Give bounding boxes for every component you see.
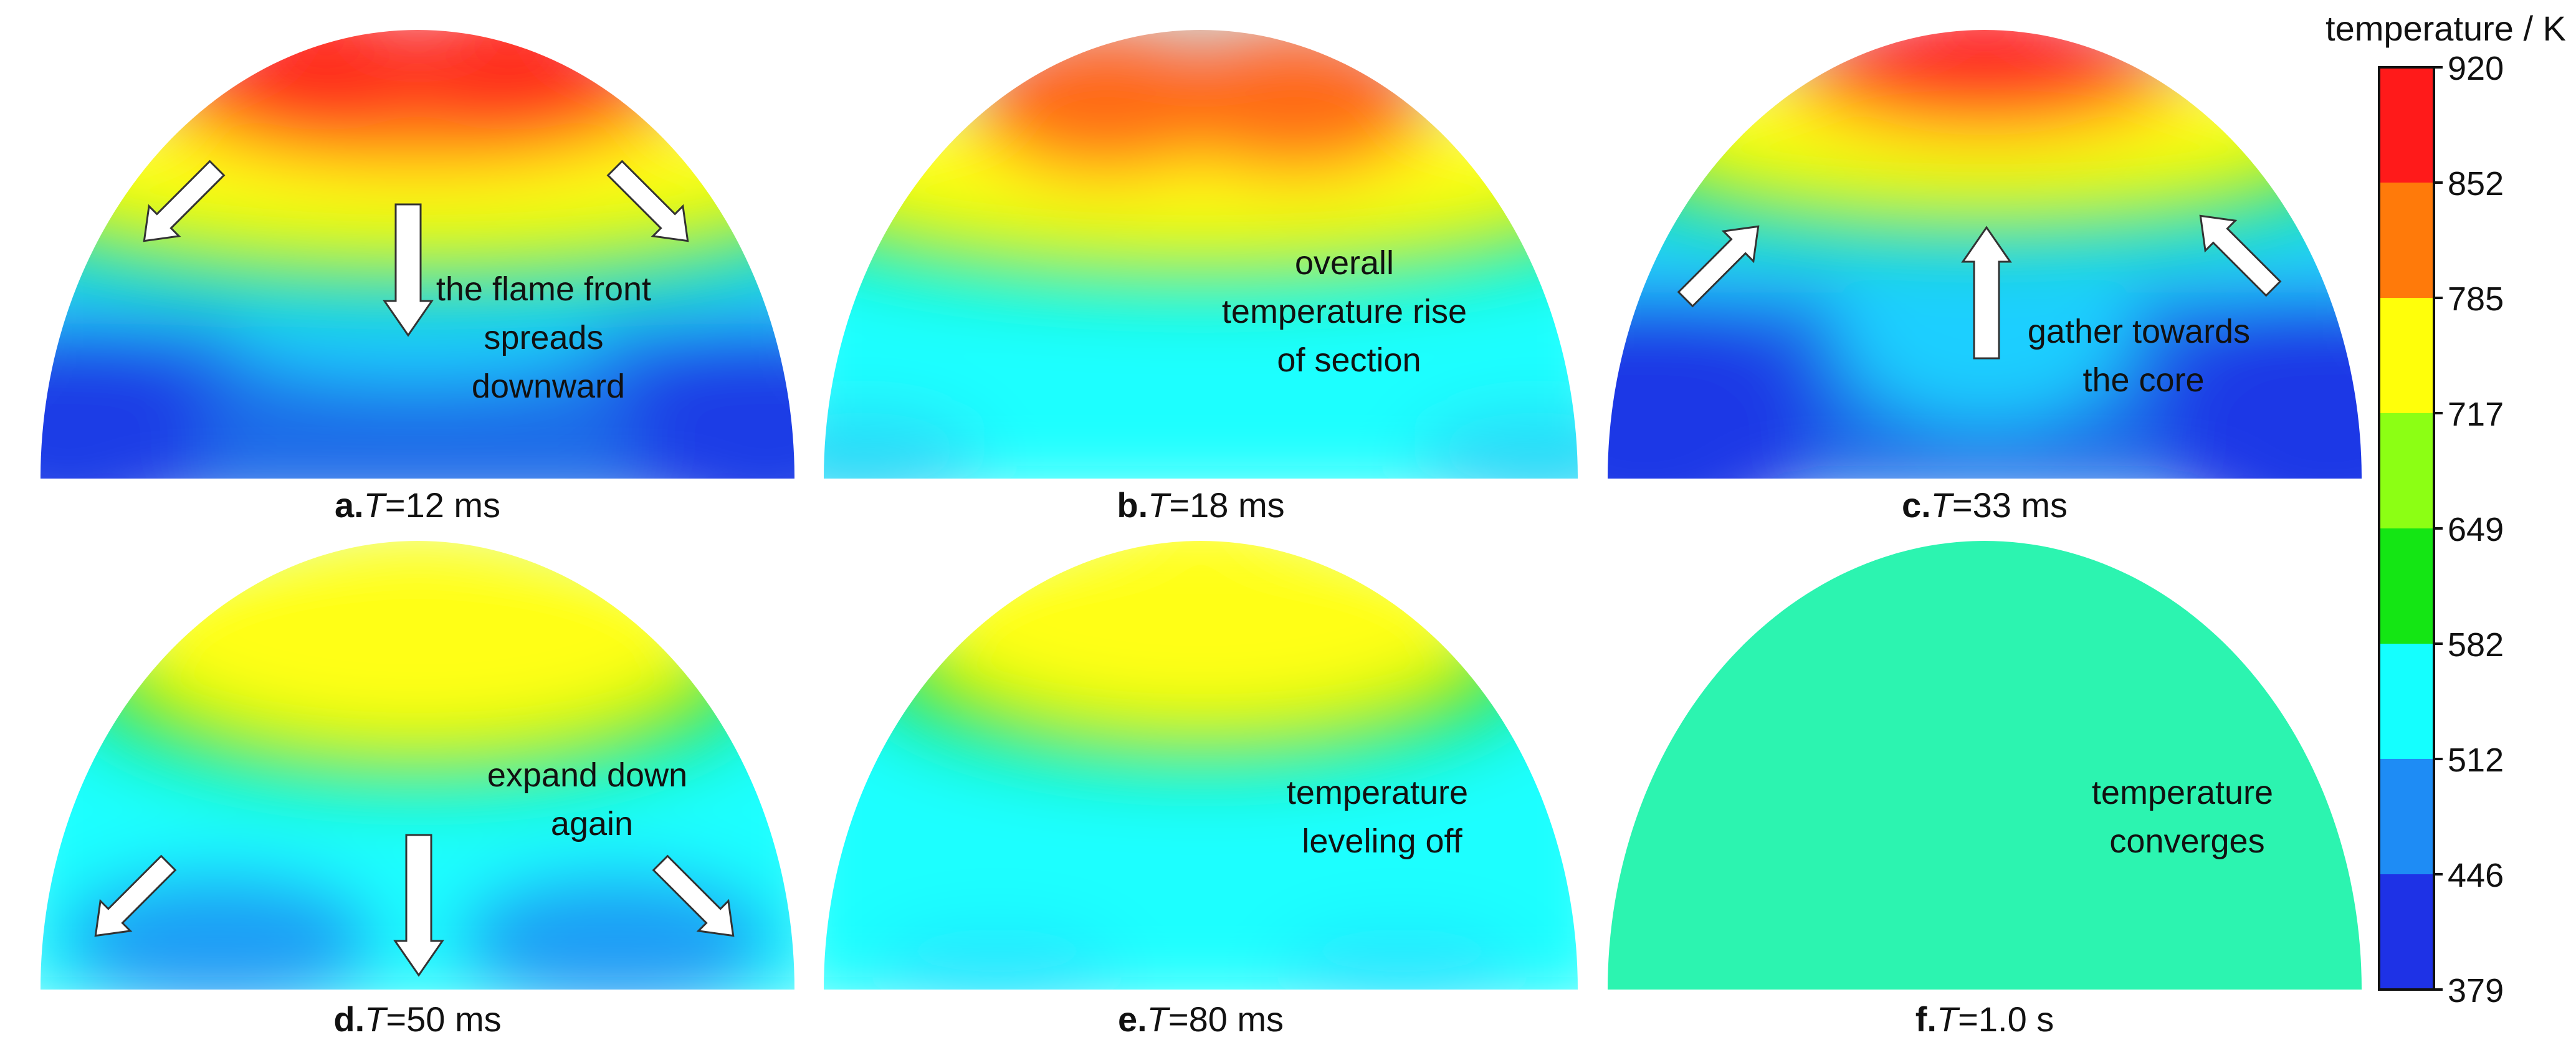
panel-b-annotation: overall temperature rise of section (1222, 244, 1476, 379)
panel-d-arrows (94, 834, 735, 977)
annotation-line: temperature (2092, 774, 2273, 811)
panel-letter: d. (333, 1000, 365, 1039)
arrow-icon (383, 203, 434, 337)
panel-time: =12 ms (385, 485, 500, 525)
panel-c-annotation: gather towards the core (2028, 313, 2259, 399)
annotation-line: temperature (1287, 774, 1468, 811)
arrow-icon (1961, 226, 2012, 360)
annotation-line: expand down (487, 756, 687, 794)
annotation-line: again (551, 805, 633, 842)
colorbar-tick-label: 582 (2448, 626, 2504, 664)
arrow-icon (393, 834, 444, 977)
panel-time: =50 ms (386, 1000, 501, 1039)
annotation-line: of section (1277, 341, 1421, 379)
panel-e-annotation: temperature leveling off (1287, 774, 1477, 860)
colorbar-band (2379, 67, 2434, 183)
panel-b-caption: b.T=18 ms (1117, 485, 1284, 525)
colorbar-bands (2379, 67, 2434, 990)
panel-variable: T (365, 1000, 388, 1039)
panel-a-contour (41, 30, 794, 479)
annotation-line: downward (472, 368, 625, 405)
annotation-line: gather towards (2028, 313, 2250, 350)
annotation-line: overall (1295, 244, 1394, 282)
panel-time: =33 ms (1952, 485, 2068, 525)
panel-d-caption: d.T=50 ms (333, 1000, 501, 1039)
panel-time: =1.0 s (1958, 1000, 2054, 1039)
colorbar: temperature / K 920 852 785 717 649 582 512 446… (2326, 9, 2566, 1009)
panel-letter: c. (1902, 485, 1931, 525)
panel-d-annotation: expand down again (487, 756, 697, 842)
arrow-icon (94, 854, 177, 937)
colorbar-tick-label: 379 (2448, 972, 2504, 1009)
annotation-line: leveling off (1302, 823, 1462, 860)
panel-f-annotation: temperature converges (2092, 774, 2283, 860)
panel-time: =80 ms (1168, 1000, 1284, 1039)
arrow-icon (2199, 214, 2282, 297)
colorbar-band (2379, 413, 2434, 529)
panel-c-caption: c.T=33 ms (1902, 485, 2068, 525)
panel-f-contour (1608, 541, 2362, 990)
panel-a-caption: a.T=12 ms (335, 485, 500, 525)
panel-c-arrows (1677, 214, 2282, 360)
panel-e-contour (824, 541, 1578, 990)
colorbar-tick-label: 852 (2448, 165, 2504, 203)
panel-f-caption: f.T=1.0 s (1915, 1000, 2054, 1039)
panel-a-arrows (143, 160, 689, 337)
panel-variable: T (1931, 485, 1955, 525)
colorbar-tick-label: 446 (2448, 857, 2504, 894)
panel-letter: e. (1118, 1000, 1147, 1039)
annotation-line: spreads (484, 319, 603, 356)
colorbar-band (2379, 644, 2434, 760)
colorbar-ticks: 920 852 785 717 649 582 512 446 379 (2434, 50, 2504, 1009)
colorbar-tick-label: 649 (2448, 511, 2504, 548)
colorbar-band (2379, 759, 2434, 875)
colorbar-band (2379, 528, 2434, 644)
annotation-line: temperature rise (1222, 293, 1467, 330)
panel-letter: f. (1915, 1000, 1937, 1039)
annotation-line: the flame front (436, 270, 651, 308)
arrow-icon (652, 854, 735, 937)
panel-b-contour (824, 30, 1578, 479)
colorbar-title: temperature / K (2326, 9, 2566, 48)
panel-variable: T (1937, 1000, 1960, 1039)
colorbar-tick-label: 717 (2448, 396, 2504, 433)
colorbar-tick-label: 512 (2448, 742, 2504, 779)
arrow-icon (143, 160, 226, 242)
annotation-line: the core (2082, 361, 2204, 399)
colorbar-band (2379, 183, 2434, 298)
arrow-icon (606, 160, 689, 242)
colorbar-tick-label: 785 (2448, 280, 2504, 318)
panel-a-annotation: the flame front spreads downward (436, 270, 661, 405)
panel-variable: T (1148, 485, 1171, 525)
panel-letter: a. (335, 485, 364, 525)
colorbar-band (2379, 874, 2434, 990)
annotation-line: converges (2109, 823, 2264, 860)
panel-e-caption: e.T=80 ms (1118, 1000, 1284, 1039)
colorbar-band (2379, 298, 2434, 414)
colorbar-tick-label: 920 (2448, 50, 2504, 87)
panel-variable: T (364, 485, 388, 525)
arrow-icon (1677, 225, 1760, 308)
panel-letter: b. (1117, 485, 1148, 525)
panel-time: =18 ms (1169, 485, 1284, 525)
panel-variable: T (1147, 1000, 1171, 1039)
